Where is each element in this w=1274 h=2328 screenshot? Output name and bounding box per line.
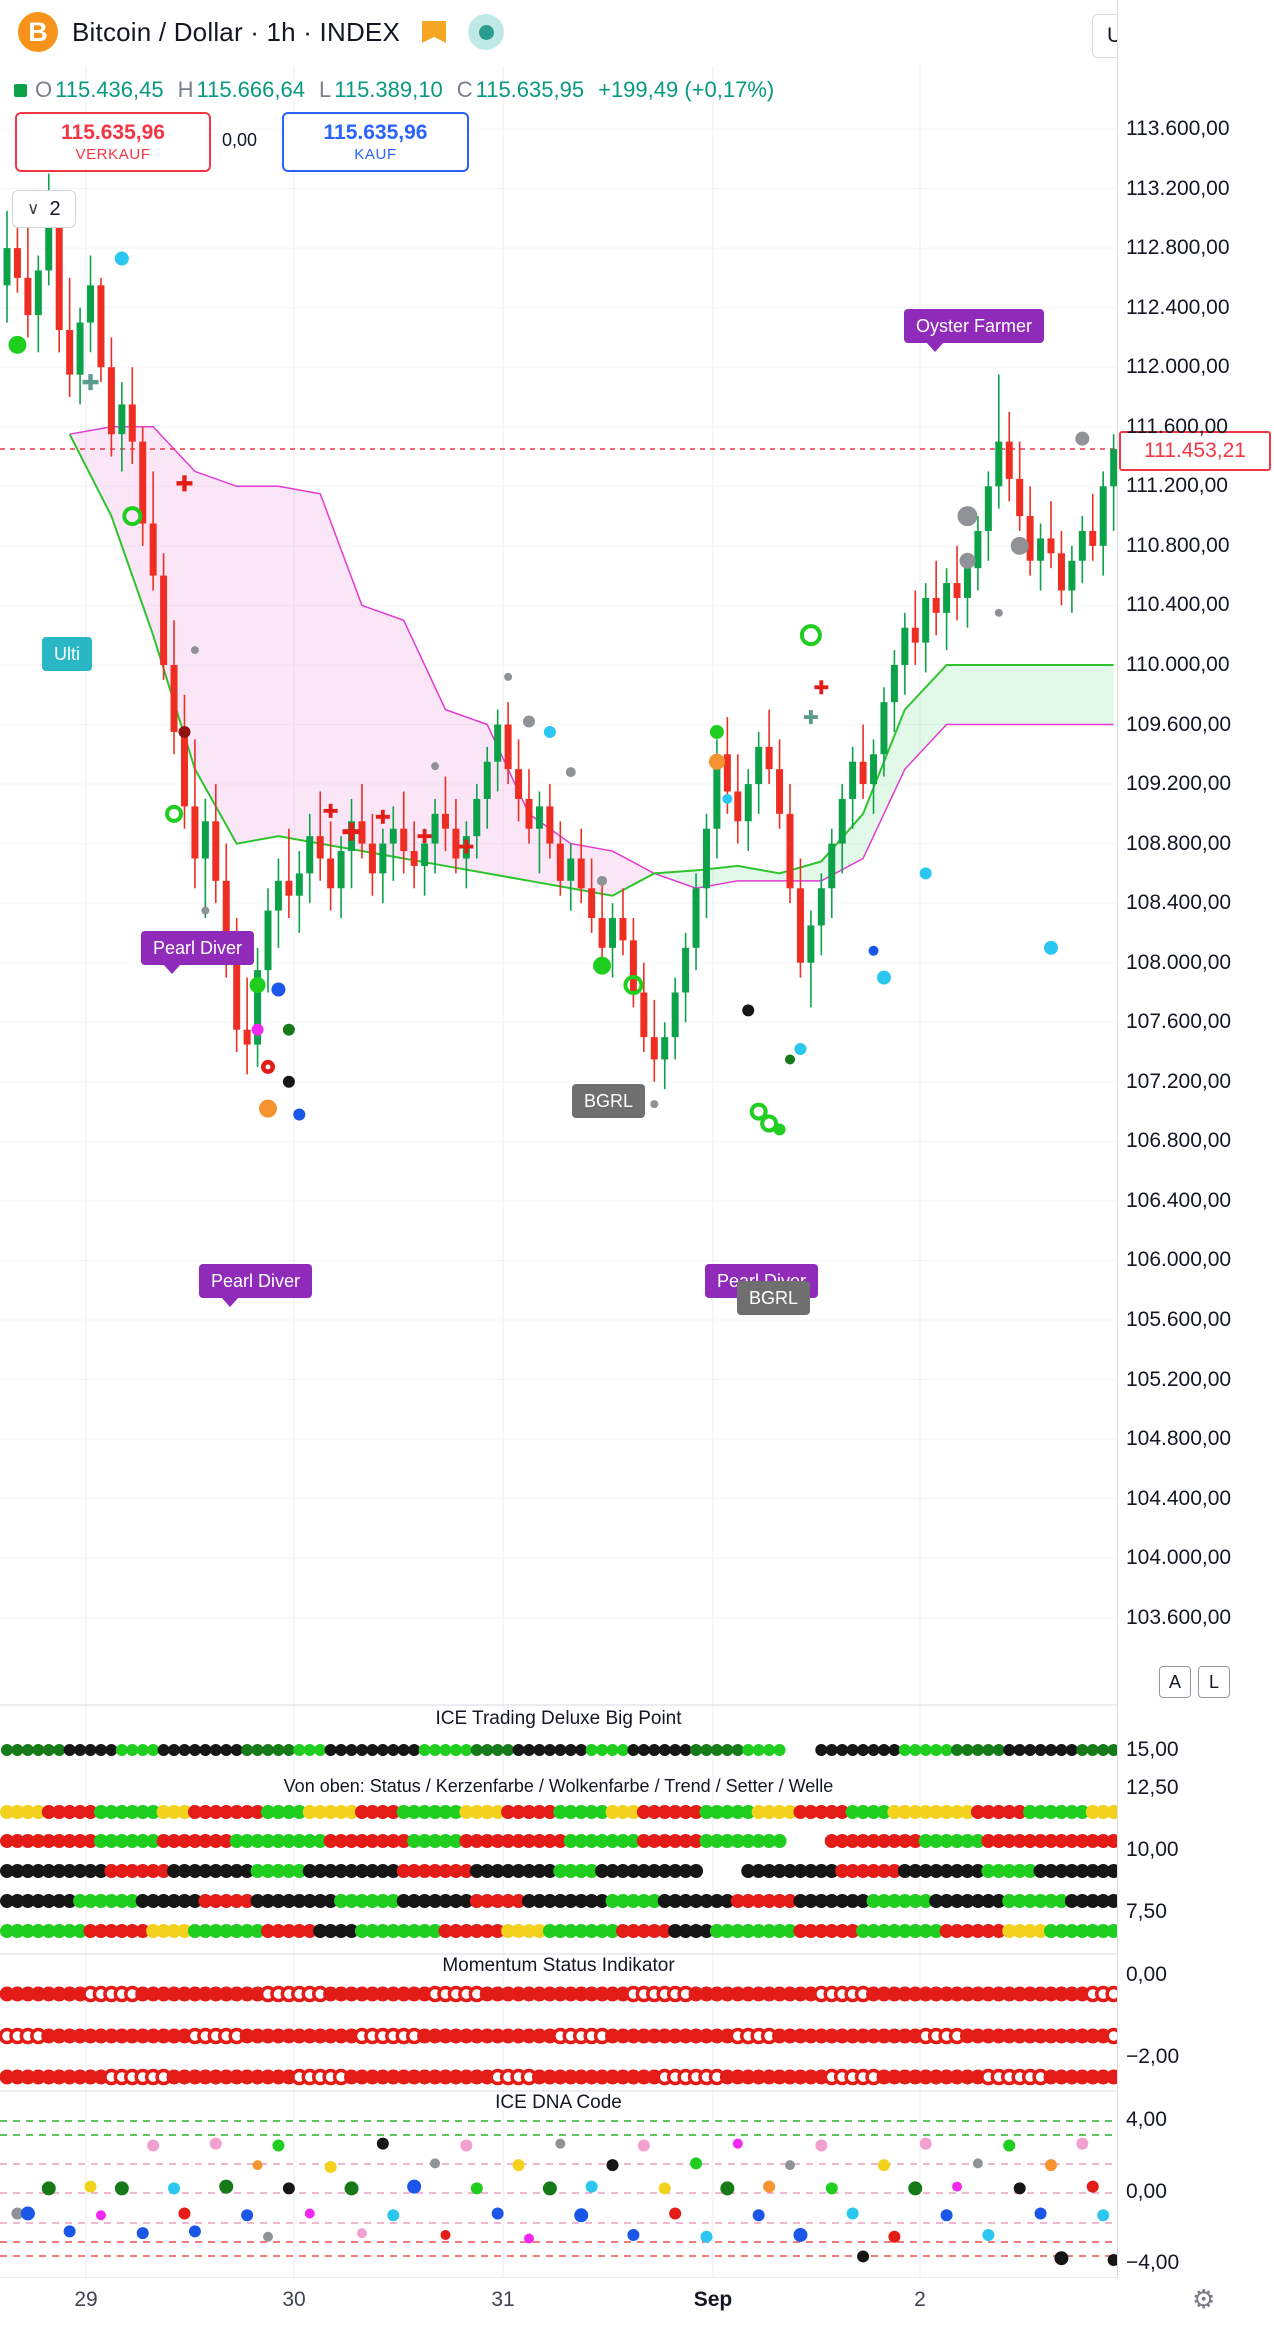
price-axis[interactable]: 111.453,21 A L 113.600,00 113.200,00 112.8… <box>1117 0 1274 2278</box>
price-axis-label: 110.000,00 <box>1126 652 1230 676</box>
time-axis-label: 29 <box>74 2288 98 2311</box>
collapse-count: 2 <box>49 197 61 220</box>
panel1-axis-label: 7,50 <box>1126 1900 1167 1923</box>
price-axis-label: 111.600,00 <box>1126 414 1228 438</box>
price-axis-label: 112.000,00 <box>1126 355 1230 379</box>
ohlc-c-value: 115.635,95 <box>475 77 585 102</box>
last-price-label: 111.453,21 <box>1119 431 1271 471</box>
price-axis-label: 112.400,00 <box>1126 295 1230 319</box>
price-axis-label: 107.200,00 <box>1126 1069 1232 1093</box>
log-scale-button[interactable]: L <box>1198 1666 1230 1698</box>
flag-icon[interactable] <box>422 21 447 43</box>
price-axis-label: 108.800,00 <box>1126 831 1232 855</box>
candle-color-chip <box>14 83 27 97</box>
spread-value: 0,00 <box>222 130 258 150</box>
object-tree-collapse-chip[interactable]: ∨ 2 <box>12 190 76 228</box>
time-axis-label: 31 <box>491 2288 515 2311</box>
chart-flag-oyster-farmer[interactable]: Oyster Farmer <box>904 309 1045 352</box>
time-axis-label: 30 <box>282 2288 306 2311</box>
price-axis-label: 106.000,00 <box>1126 1248 1232 1272</box>
price-axis-label: 103.600,00 <box>1126 1605 1232 1629</box>
bitcoin-logo-icon: B <box>18 12 58 52</box>
chart-flag-pearl-diver[interactable]: Pearl Diver <box>141 931 255 974</box>
ohlc-c-label: C <box>456 77 473 102</box>
chart-flag-bgrl[interactable]: BGRL <box>572 1084 646 1118</box>
price-axis-label: 105.200,00 <box>1126 1367 1232 1391</box>
panel2-axis-label: −2,00 <box>1126 2045 1180 2068</box>
price-axis-label: 108.400,00 <box>1126 891 1232 915</box>
price-axis-label: 108.000,00 <box>1126 950 1232 974</box>
price-axis-label: 111.200,00 <box>1126 474 1228 498</box>
price-axis-label: 110.400,00 <box>1126 593 1230 617</box>
time-axis[interactable]: ⚙ 29 30 31 Sep 2 <box>0 2278 1274 2328</box>
panel3-title[interactable]: ICE DNA Code <box>495 2092 622 2113</box>
price-axis-label: 104.000,00 <box>1126 1546 1232 1570</box>
panel1-axis-label: 10,00 <box>1126 1838 1179 1861</box>
price-axis-label: 106.400,00 <box>1126 1188 1232 1212</box>
chart-flag-ulti[interactable]: Ulti <box>42 637 92 671</box>
chevron-down-icon: ∨ <box>27 199 40 218</box>
price-axis-label: 107.600,00 <box>1126 1010 1232 1034</box>
price-axis-label: 109.200,00 <box>1126 772 1232 796</box>
topbar: B Bitcoin / Dollar · 1h · INDEX USD ▾ <box>0 0 1274 64</box>
price-axis-label: 113.200,00 <box>1126 176 1230 200</box>
ohlc-h-value: 115.666,64 <box>196 77 305 102</box>
ohlc-h-label: H <box>177 77 194 102</box>
panel3-axis-label: 0,00 <box>1126 2180 1167 2203</box>
chart-flag-bgrl[interactable]: BGRL <box>737 1281 811 1315</box>
panel2-title[interactable]: Momentum Status Indikator <box>442 1955 675 1976</box>
symbol-title[interactable]: Bitcoin / Dollar · 1h · INDEX <box>72 16 401 47</box>
panel1-axis-label: 15,00 <box>1126 1738 1179 1761</box>
ohlc-o-label: O <box>35 77 53 102</box>
ohlc-o-value: 115.436,45 <box>55 77 164 102</box>
ohlc-row: O 115.436,45 H 115.666,64 L 115.389,10 C… <box>14 76 774 104</box>
ohlc-l-label: L <box>318 77 332 102</box>
panel1-axis-label: 12,50 <box>1126 1776 1179 1799</box>
ohlc-l-value: 115.389,10 <box>334 77 443 102</box>
auto-scale-button[interactable]: A <box>1159 1666 1191 1698</box>
time-axis-label: 2 <box>914 2288 926 2311</box>
panel1-subtitle: Von oben: Status / Kerzenfarbe / Wolkenf… <box>283 1776 834 1796</box>
price-axis-label: 104.400,00 <box>1126 1486 1232 1510</box>
price-axis-label: 110.800,00 <box>1126 533 1230 557</box>
sell-button[interactable]: 115.635,96 VERKAUF <box>15 112 211 172</box>
gear-icon[interactable]: ⚙ <box>1192 2284 1216 2314</box>
price-axis-label: 106.800,00 <box>1126 1129 1232 1153</box>
buy-label: KAUF <box>354 145 397 163</box>
panel3-axis-label: −4,00 <box>1126 2251 1180 2274</box>
price-axis-label: 109.600,00 <box>1126 712 1232 736</box>
price-axis-label: 105.600,00 <box>1126 1308 1232 1331</box>
price-axis-label: 104.800,00 <box>1126 1427 1232 1451</box>
indicator-badge-icon[interactable] <box>468 14 505 50</box>
ohlc-change: +199,49 (+0,17%) <box>598 77 775 102</box>
sell-price: 115.635,96 <box>61 120 165 144</box>
buy-price: 115.635,96 <box>323 120 428 144</box>
panel2-axis-label: 0,00 <box>1126 1963 1167 1986</box>
price-axis-label: 112.800,00 <box>1126 236 1230 260</box>
sell-label: VERKAUF <box>75 145 151 163</box>
panel1-title[interactable]: ICE Trading Deluxe Big Point <box>435 1708 682 1729</box>
price-axis-label: 113.600,00 <box>1126 117 1230 140</box>
chart-flag-pearl-diver[interactable]: Pearl Diver <box>199 1264 313 1307</box>
time-axis-label: Sep <box>693 2288 733 2311</box>
panel3-axis-label: 4,00 <box>1126 2108 1167 2131</box>
buy-button[interactable]: 115.635,96 KAUF <box>282 112 469 172</box>
